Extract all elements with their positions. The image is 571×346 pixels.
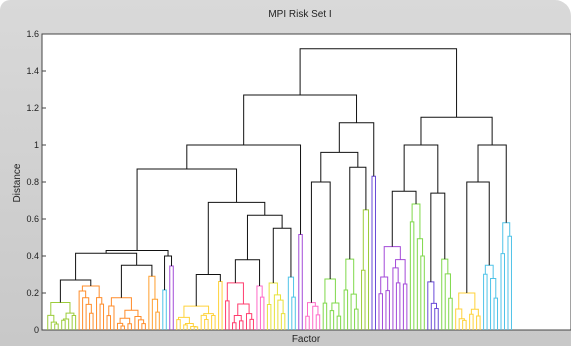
cluster-link — [225, 300, 230, 330]
cluster-link — [336, 315, 342, 330]
cluster-link — [312, 305, 319, 330]
cluster-link — [469, 313, 474, 330]
cluster-link — [183, 305, 210, 318]
cluster-link — [162, 289, 167, 330]
dendrogram-links — [47, 48, 512, 330]
y-axis: 0 0.2 0.4 0.6 0.8 1 1.2 1.4 1.6 — [26, 29, 46, 335]
cluster-link — [392, 267, 399, 330]
cluster-link — [137, 319, 145, 330]
cluster-link — [245, 313, 253, 330]
cluster-link — [371, 175, 376, 330]
y-tick-label: 1.2 — [26, 103, 39, 113]
cluster-link — [127, 323, 132, 330]
cluster-link — [490, 277, 497, 330]
cluster-link — [184, 322, 194, 327]
cluster-link — [99, 303, 105, 330]
cluster-link — [232, 322, 237, 330]
cluster-link — [458, 318, 465, 330]
chart-title: MPI Risk Set I — [268, 9, 331, 20]
cluster-link — [233, 314, 242, 323]
cluster-link — [61, 319, 66, 330]
y-tick-label: 0.2 — [26, 288, 39, 298]
x-axis-label: Factor — [292, 334, 321, 345]
cluster-link — [331, 302, 340, 317]
cluster-link — [441, 258, 449, 330]
cluster-link — [280, 313, 286, 330]
y-tick-label: 1.4 — [26, 66, 39, 76]
cluster-link — [226, 282, 244, 304]
cluster-link — [444, 273, 451, 330]
cluster-link — [329, 310, 335, 330]
cluster-link — [395, 259, 406, 284]
cluster-link — [249, 318, 254, 330]
cluster-link — [395, 282, 401, 330]
cluster-link — [455, 308, 463, 330]
cluster-link — [116, 322, 124, 330]
y-tick-label: 0.4 — [26, 251, 39, 261]
cluster-link — [256, 285, 263, 330]
cluster-link — [502, 222, 511, 254]
cluster-link — [65, 312, 75, 320]
cluster-link — [324, 278, 336, 304]
cluster-link — [204, 318, 209, 330]
cluster-link — [169, 265, 174, 330]
y-tick-label: 0 — [34, 325, 39, 335]
cluster-link — [81, 285, 100, 298]
y-axis-label: Distance — [12, 163, 23, 202]
y-tick-label: 1.6 — [26, 29, 39, 39]
cluster-link — [108, 305, 115, 330]
cluster-link — [151, 298, 159, 330]
cluster-link — [361, 269, 366, 330]
dendrogram-link — [299, 48, 458, 118]
cluster-link — [277, 299, 284, 330]
y-tick-label: 1 — [34, 140, 39, 150]
cluster-link — [380, 276, 389, 294]
cluster-link — [106, 315, 112, 330]
cluster-link — [266, 304, 272, 330]
y-tick-label: 0.8 — [26, 177, 39, 187]
cluster-link — [203, 313, 214, 316]
cluster-link — [54, 323, 59, 330]
cluster-link — [416, 238, 424, 330]
cluster-link — [110, 297, 132, 311]
cluster-link — [211, 314, 216, 330]
y-tick-label: 0.6 — [26, 214, 39, 224]
cluster-link — [190, 326, 197, 330]
cluster-link — [307, 302, 316, 317]
cluster-link — [268, 282, 278, 305]
